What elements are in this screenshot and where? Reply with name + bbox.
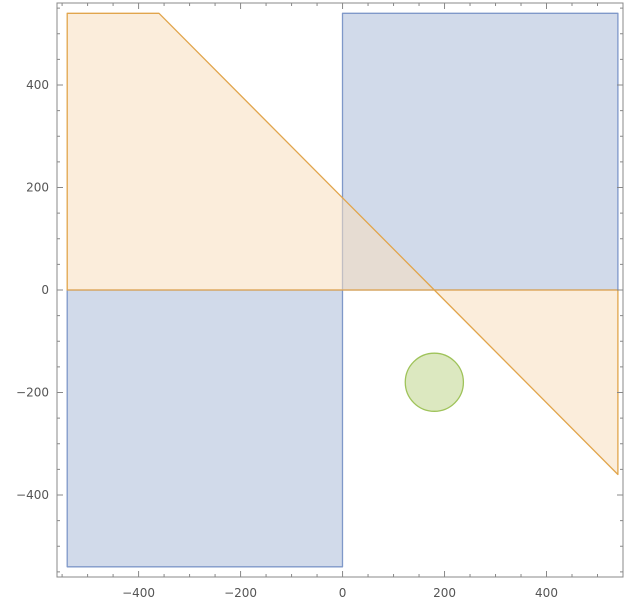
region-orange-2 bbox=[66, 12, 435, 291]
y-tick-label: −200 bbox=[16, 386, 49, 400]
x-tick-label: 400 bbox=[535, 586, 558, 600]
region-orange-3 bbox=[433, 289, 619, 476]
x-tick-label: −400 bbox=[122, 586, 155, 600]
shapes-layer bbox=[66, 12, 619, 568]
region-blue-1 bbox=[66, 289, 344, 568]
y-tick-label: 200 bbox=[26, 181, 49, 195]
y-tick-label: −400 bbox=[16, 488, 49, 502]
x-tick-label: −200 bbox=[224, 586, 257, 600]
region-green-4 bbox=[404, 352, 465, 412]
y-tick-label: 400 bbox=[26, 78, 49, 92]
x-tick-label: 0 bbox=[339, 586, 347, 600]
y-axis: −400 −200 0 200 400 bbox=[16, 7, 623, 573]
y-tick-label: 0 bbox=[41, 283, 49, 297]
x-tick-label: 200 bbox=[433, 586, 456, 600]
x-axis: −400 −200 0 200 400 bbox=[61, 3, 624, 600]
